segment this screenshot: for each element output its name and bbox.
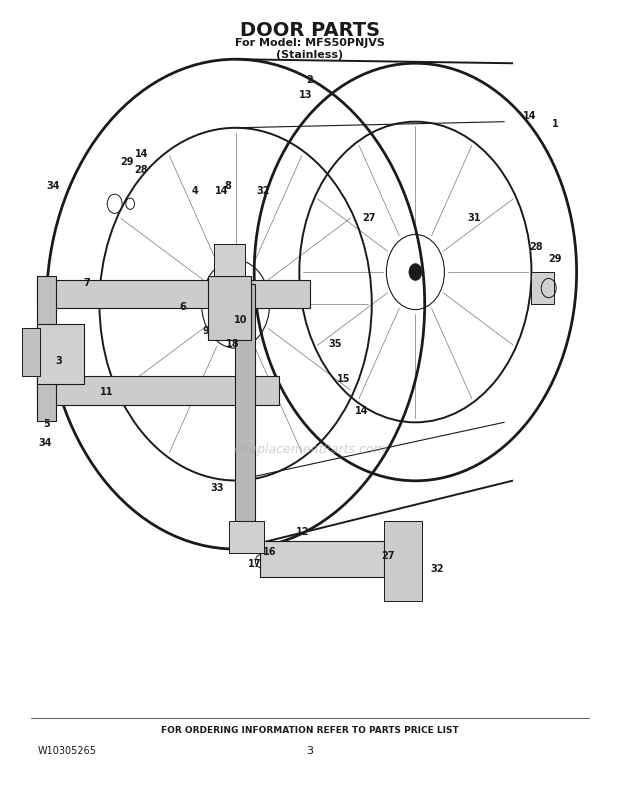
- Bar: [235, 285, 255, 521]
- Bar: [384, 521, 422, 602]
- Circle shape: [409, 265, 422, 281]
- Text: 1: 1: [552, 119, 558, 129]
- Text: 33: 33: [210, 483, 224, 492]
- Text: 35: 35: [328, 338, 342, 348]
- Text: 17: 17: [247, 558, 261, 568]
- Text: 7: 7: [84, 277, 90, 287]
- Text: 18: 18: [226, 338, 239, 348]
- Text: 14: 14: [523, 111, 537, 121]
- Text: 5: 5: [43, 419, 50, 428]
- Text: 14: 14: [355, 406, 368, 415]
- Text: 9: 9: [203, 326, 209, 335]
- Bar: [531, 273, 554, 305]
- Text: 34: 34: [46, 181, 60, 191]
- Text: 6: 6: [180, 302, 186, 311]
- Bar: [37, 281, 310, 309]
- Text: (Stainless): (Stainless): [277, 50, 343, 59]
- Text: 27: 27: [381, 550, 394, 560]
- Text: 4: 4: [192, 186, 198, 196]
- Text: 16: 16: [263, 547, 277, 557]
- Text: 15: 15: [337, 374, 351, 383]
- Text: 14: 14: [215, 186, 229, 196]
- Bar: [214, 245, 245, 277]
- Circle shape: [228, 295, 243, 314]
- Text: 32: 32: [430, 563, 444, 573]
- Text: FOR ORDERING INFORMATION REFER TO PARTS PRICE LIST: FOR ORDERING INFORMATION REFER TO PARTS …: [161, 725, 459, 735]
- Text: 13: 13: [299, 90, 312, 99]
- Text: DOOR PARTS: DOOR PARTS: [240, 21, 380, 40]
- Text: For Model: MFS50PNJVS: For Model: MFS50PNJVS: [235, 38, 385, 48]
- Text: 3: 3: [56, 356, 62, 366]
- Bar: [260, 541, 384, 577]
- Text: eReplacementParts.com: eReplacementParts.com: [234, 443, 386, 456]
- Text: 28: 28: [135, 165, 148, 175]
- Text: 12: 12: [296, 526, 309, 536]
- Text: 32: 32: [257, 186, 270, 196]
- Text: 8: 8: [224, 181, 232, 191]
- Text: 29: 29: [548, 253, 562, 263]
- Text: 14: 14: [135, 149, 148, 159]
- Bar: [22, 329, 40, 377]
- Text: 3: 3: [306, 745, 314, 755]
- Text: 28: 28: [529, 242, 543, 252]
- Text: 11: 11: [100, 387, 113, 396]
- Bar: [229, 521, 264, 553]
- Text: 34: 34: [38, 438, 51, 448]
- Text: 31: 31: [467, 213, 481, 223]
- Bar: [37, 277, 56, 421]
- Text: 29: 29: [120, 157, 134, 167]
- Text: 10: 10: [234, 314, 247, 324]
- Bar: [37, 377, 279, 405]
- Text: 27: 27: [362, 213, 376, 223]
- Text: 2: 2: [307, 75, 313, 85]
- Text: W10305265: W10305265: [37, 745, 96, 755]
- Bar: [37, 325, 84, 385]
- Bar: [208, 277, 251, 341]
